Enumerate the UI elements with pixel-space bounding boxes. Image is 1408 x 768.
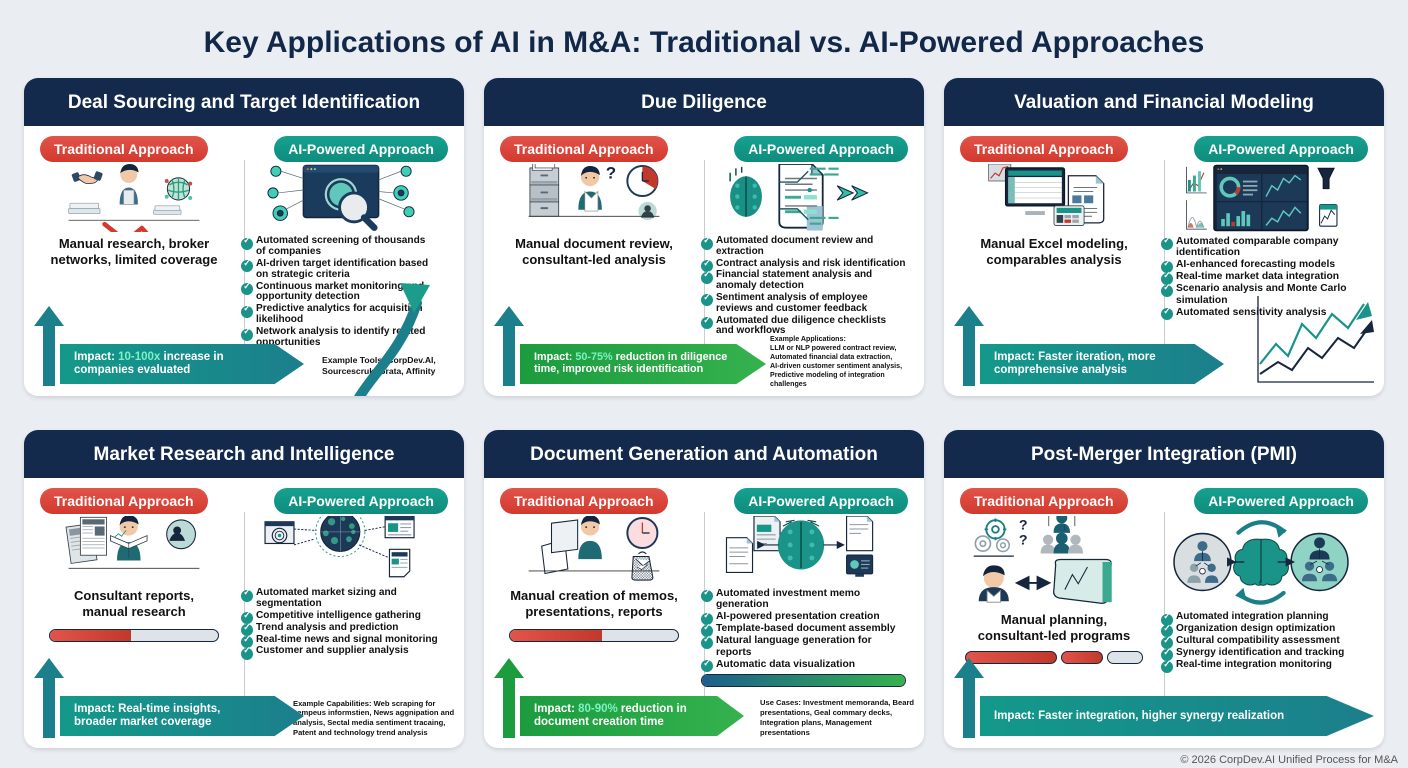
svg-text:?: ?: [1019, 517, 1028, 533]
svg-text:?: ?: [1019, 532, 1028, 548]
svg-text:?: ?: [606, 164, 616, 182]
